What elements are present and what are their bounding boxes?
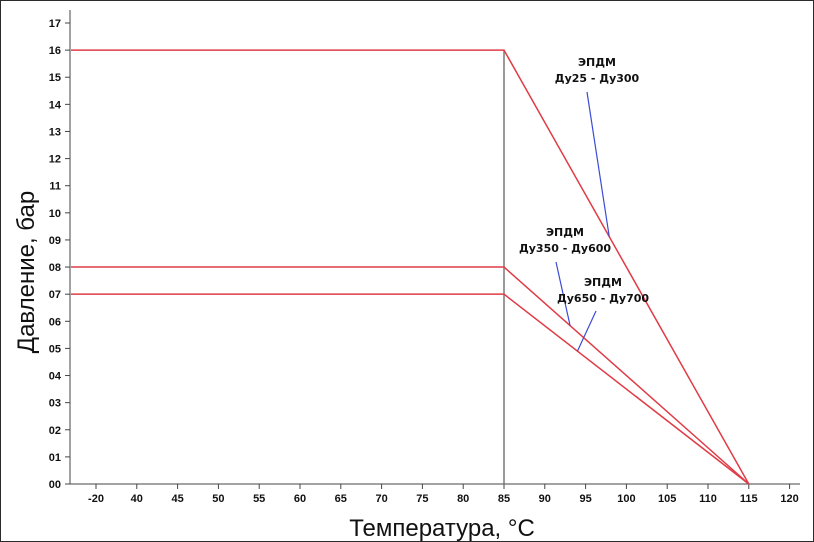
annotation-leader-line (576, 310, 597, 352)
y-tick-label: 05 (49, 343, 61, 355)
x-tick-label: 105 (658, 493, 676, 505)
annotation-leader-line (555, 261, 571, 326)
x-tick-label: 50 (212, 493, 224, 505)
series-line-3 (71, 293, 750, 485)
series-line-2 (71, 266, 750, 485)
y-tick-label: 16 (49, 45, 61, 57)
x-tick-label: 40 (131, 493, 143, 505)
y-tick-label: 10 (49, 208, 61, 220)
annotation-label: ЭПДМ (584, 276, 622, 289)
y-tick-label: 09 (49, 235, 61, 247)
y-tick-label: 04 (49, 371, 62, 383)
y-tick-label: 14 (49, 99, 62, 111)
y-tick-label: 12 (49, 154, 61, 166)
y-tick-label: 01 (49, 452, 61, 464)
series-lines (71, 49, 750, 485)
annotation-label: Ду350 - Ду600 (519, 242, 611, 255)
annotation-label: Ду650 - Ду700 (557, 292, 649, 305)
y-tick-label: 08 (49, 262, 61, 274)
x-tick-label: 75 (416, 493, 428, 505)
annotations: ЭПДМ Ду25 - Ду300 ЭПДМ Ду350 - Ду600 ЭПДМ Ду6… (519, 56, 649, 352)
y-axis-title: Давление, бар (13, 191, 40, 353)
y-tick-label: 17 (49, 18, 61, 30)
y-axis-ticks: 00 01 02 03 04 05 06 07 08 09 10 11 12 13 14 15 16 17 (49, 18, 70, 491)
x-tick-label: 65 (335, 493, 347, 505)
x-axis-title: Температура, °C (349, 515, 535, 542)
series-line-1 (71, 49, 750, 485)
x-tick-label: 90 (539, 493, 551, 505)
x-tick-label: 85 (498, 493, 510, 505)
x-tick-label: 55 (253, 493, 265, 505)
axes (69, 10, 800, 485)
x-tick-label: 45 (171, 493, 183, 505)
annotation-leader-line (586, 91, 610, 237)
y-tick-label: 11 (49, 181, 61, 193)
y-tick-label: 03 (49, 398, 61, 410)
y-tick-label: 13 (49, 126, 61, 138)
annotation-label: Ду25 - Ду300 (555, 72, 640, 85)
x-tick-label: 100 (617, 493, 635, 505)
y-tick-label: 02 (49, 425, 61, 437)
y-tick-label: 15 (49, 72, 61, 84)
annotation-label: ЭПДМ (546, 226, 584, 239)
x-tick-label: 95 (579, 493, 591, 505)
x-tick-label: 120 (780, 493, 798, 505)
x-tick-label: 80 (457, 493, 469, 505)
x-tick-label: 110 (699, 493, 717, 505)
y-tick-label: 07 (49, 289, 61, 301)
x-tick-label: 70 (375, 493, 387, 505)
y-tick-label: 00 (49, 479, 61, 491)
x-tick-label: 60 (294, 493, 306, 505)
y-tick-label: 06 (49, 316, 61, 328)
x-axis-ticks: -20 40 45 50 55 60 65 70 75 80 85 90 95 100 105 110 115 1… (88, 484, 799, 505)
annotation-label: ЭПДМ (578, 56, 616, 69)
x-tick-label: 115 (740, 493, 758, 505)
x-tick-label: -20 (88, 493, 104, 505)
